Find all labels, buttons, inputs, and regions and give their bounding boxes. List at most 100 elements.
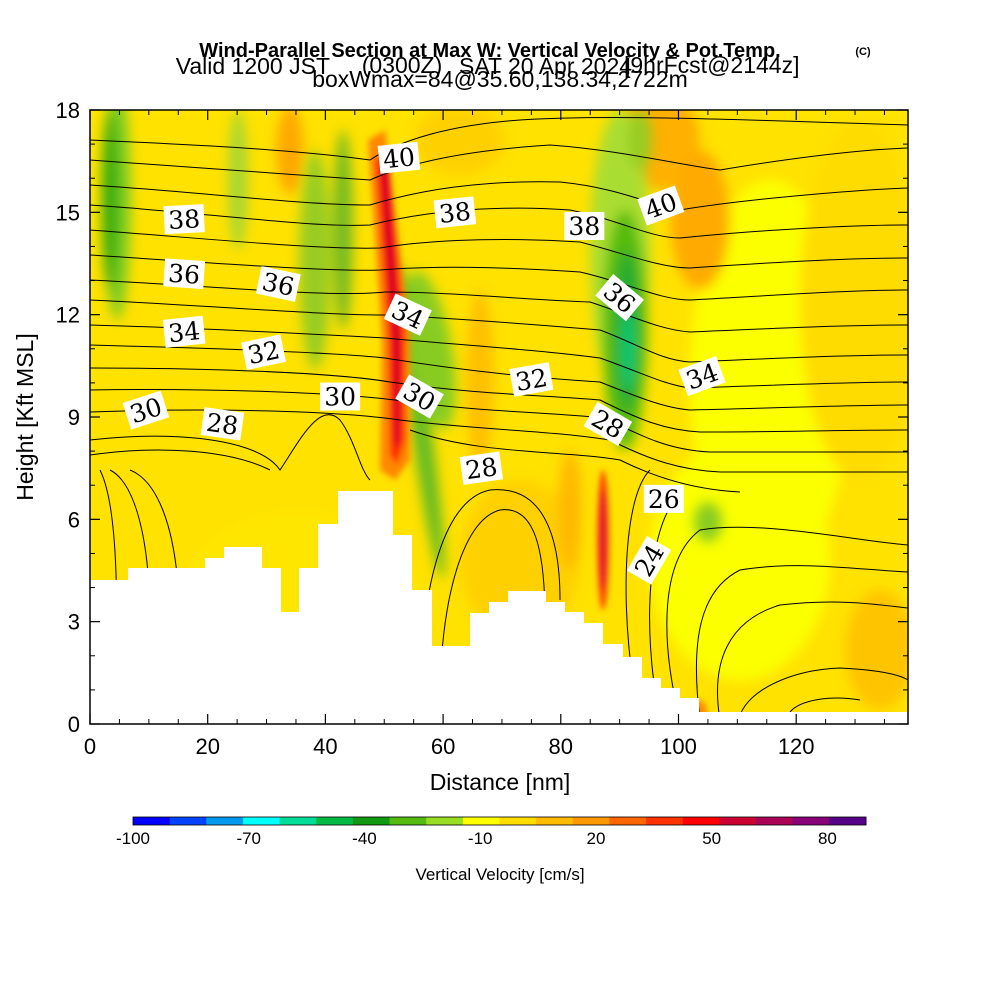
contour-label: 36 <box>255 266 301 302</box>
contour-label: 26 <box>643 484 684 514</box>
contour-label-bg <box>383 293 432 336</box>
colorbar-frame <box>132 816 867 826</box>
copyright-mark: (C) <box>855 46 871 58</box>
contour-label-bg <box>637 185 685 226</box>
colorbar-segment <box>792 817 830 825</box>
contour-label-text: 34 <box>167 316 202 348</box>
colorbar-segment <box>426 817 464 825</box>
contour-label-bg <box>564 211 605 240</box>
contour-label: 34 <box>162 315 206 348</box>
x-tick-label: 80 <box>549 734 573 759</box>
y-tick-label: 3 <box>68 610 80 635</box>
contour-label-text: 38 <box>568 212 600 241</box>
contour-label-text: 32 <box>245 335 282 370</box>
contour-label-text: 36 <box>167 259 201 290</box>
x-axis: 0 20 40 60 80 100 120 <box>84 110 885 759</box>
contour-label-bg <box>163 258 206 290</box>
contour-label-text: 26 <box>648 485 680 514</box>
contour-label-bg <box>626 535 672 585</box>
y-axis-label: Height [Kft MSL] <box>12 333 38 500</box>
contour-label-text: 36 <box>260 267 297 302</box>
colorbar-segment <box>133 817 171 825</box>
colorbar-segment <box>316 817 354 825</box>
valid-utc: (0300Z) <box>362 52 443 78</box>
contour-label-text: 40 <box>382 142 417 174</box>
x-tick-label: 100 <box>660 734 697 759</box>
colorbar-tick-label: -100 <box>116 829 150 848</box>
colorbar-segment <box>499 817 537 825</box>
contour-label-bg <box>241 334 287 371</box>
y-tick-label: 12 <box>56 303 80 328</box>
terrain-mask <box>90 491 908 724</box>
contour-label-bg <box>200 407 245 441</box>
colorbar-segment <box>242 817 281 825</box>
contour-label-bg <box>377 141 421 174</box>
colorbar-segment <box>169 817 207 825</box>
contour-label-text: 38 <box>168 204 201 235</box>
contour-label-bg <box>583 401 633 446</box>
contour-label-bg <box>595 274 644 322</box>
y-tick-label: 18 <box>56 98 80 123</box>
colorbar-segment <box>352 817 391 825</box>
contour-label-bg <box>509 362 554 397</box>
contour-label: 32 <box>509 362 554 397</box>
x-tick-label: 0 <box>84 734 96 759</box>
colorbar-segment <box>609 817 647 825</box>
x-axis-label: Distance [nm] <box>430 769 571 795</box>
forecast-tag: [9hrFcst@2144z] <box>624 52 799 78</box>
colorbar-tick-label: -10 <box>468 829 493 848</box>
contour-label-bg <box>395 374 444 419</box>
colorbar-segment <box>279 817 317 825</box>
contour-label: 28 <box>459 451 504 485</box>
colorbar-tick-label: -40 <box>352 829 377 848</box>
colorbar-segment <box>389 817 427 825</box>
colorbar-tick-label: 80 <box>818 829 837 848</box>
contour-label: 32 <box>241 334 287 371</box>
contour-label-bg <box>643 484 684 513</box>
x-tick-label: 60 <box>431 734 455 759</box>
colorbar-segment <box>572 817 610 825</box>
box-info: boxWmax=84@35.60,138.34,2722m <box>312 66 688 92</box>
x-tick-label: 20 <box>195 734 219 759</box>
colorbar-segment <box>829 817 867 825</box>
contour-label-text: 28 <box>205 408 241 441</box>
colorbar-label: Vertical Velocity [cm/s] <box>415 865 584 884</box>
colorbar-tick-label: -70 <box>236 829 261 848</box>
contour-label-bg <box>163 204 205 235</box>
contour-label: 38 <box>433 196 477 229</box>
contour-label-bg <box>433 196 477 229</box>
colorbar-segment <box>719 817 757 825</box>
contour-label: 36 <box>163 258 206 290</box>
x-tick-label: 120 <box>778 734 815 759</box>
contour-label: 38 <box>163 204 205 235</box>
colorbar-tick-label: 20 <box>586 829 605 848</box>
chart-title: Wind-Parallel Section at Max W: Vertical… <box>199 40 780 62</box>
contour-label-text: 28 <box>464 452 500 485</box>
colorbar-segment <box>536 817 574 825</box>
colorbar-tick-label: 50 <box>702 829 721 848</box>
contour-label-text: 30 <box>324 383 356 412</box>
contour-label-text: 38 <box>438 197 473 229</box>
valid-line: Valid 1200 JST (0300Z) SAT 20 Apr 2024 [… <box>176 52 800 79</box>
contour-label-bg <box>162 315 206 348</box>
valid-date: SAT 20 Apr 2024 <box>459 53 632 79</box>
contour-label-text: 32 <box>513 363 549 397</box>
contour-label: 30 <box>320 382 361 412</box>
contour-label-bg <box>320 382 361 411</box>
contour-label: 40 <box>377 141 421 174</box>
y-tick-label: 15 <box>56 200 80 225</box>
contour-label: 28 <box>200 407 245 441</box>
contour-label-bg <box>459 451 504 485</box>
colorbar-segment <box>756 817 794 825</box>
x-tick-label: 40 <box>313 734 337 759</box>
y-tick-label: 9 <box>68 405 80 430</box>
contour-label-bg <box>678 356 726 397</box>
contour-label-bg <box>122 390 170 430</box>
y-tick-label: 0 <box>68 712 80 737</box>
contour-label-bg <box>255 266 301 302</box>
y-tick-label: 6 <box>68 507 80 532</box>
colorbar-segment <box>682 817 720 825</box>
contour-label: 38 <box>564 211 605 241</box>
